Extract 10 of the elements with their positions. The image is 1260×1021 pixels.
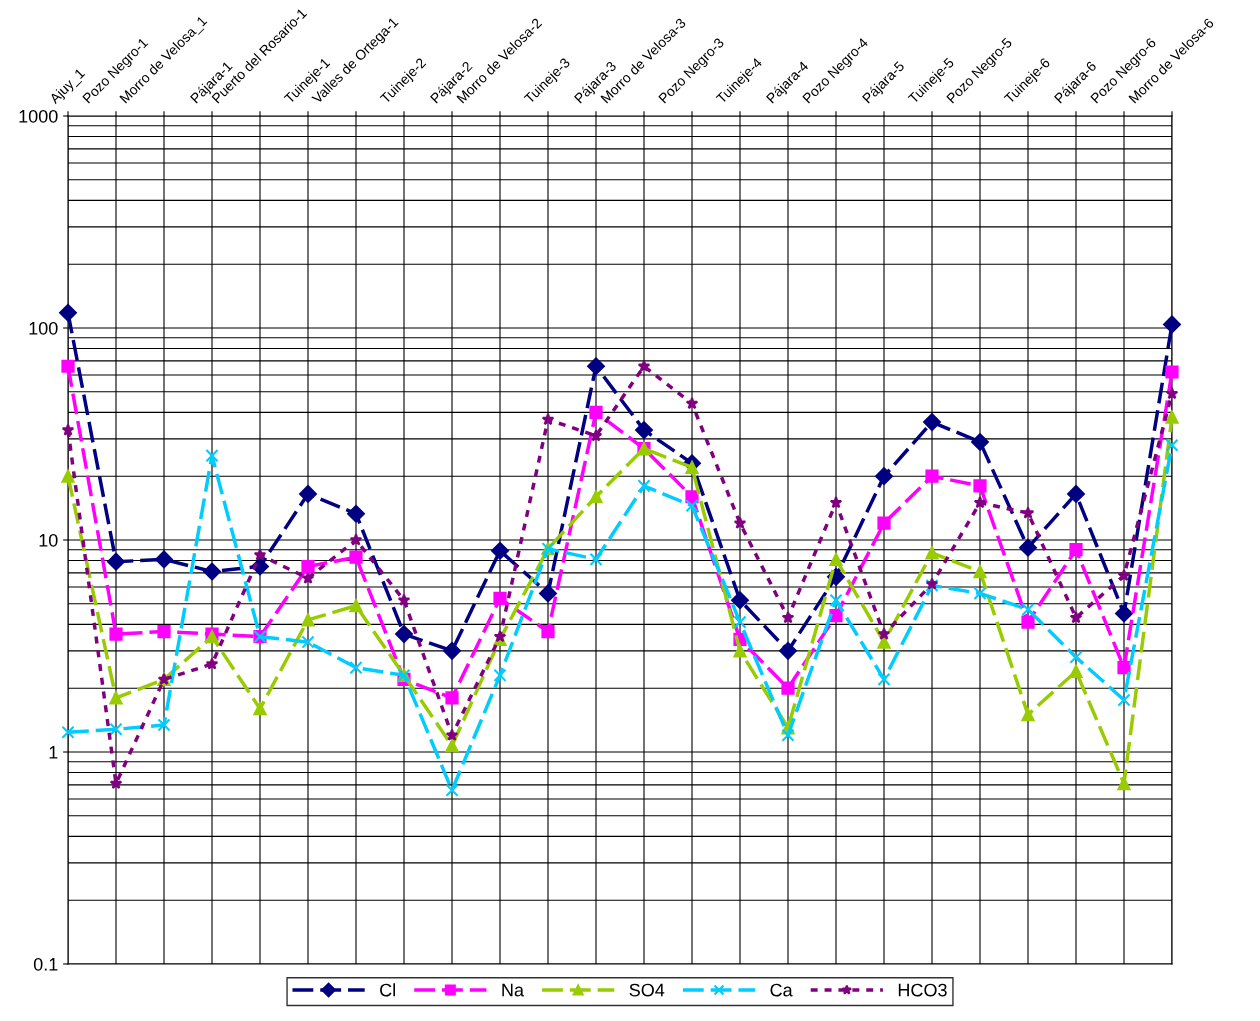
y-tick-label: 0.1	[33, 957, 58, 971]
legend-label: SO4	[629, 983, 665, 997]
y-tick-label: 1000	[19, 109, 58, 123]
y-tick-label: 100	[29, 321, 58, 335]
legend-label: HCO3	[898, 983, 947, 997]
legend-label: Cl	[380, 983, 395, 997]
legend-label: Ca	[770, 983, 793, 997]
y-tick-label: 10	[39, 533, 58, 547]
y-tick-label: 1	[49, 746, 58, 759]
legend-label: Na	[502, 983, 524, 997]
